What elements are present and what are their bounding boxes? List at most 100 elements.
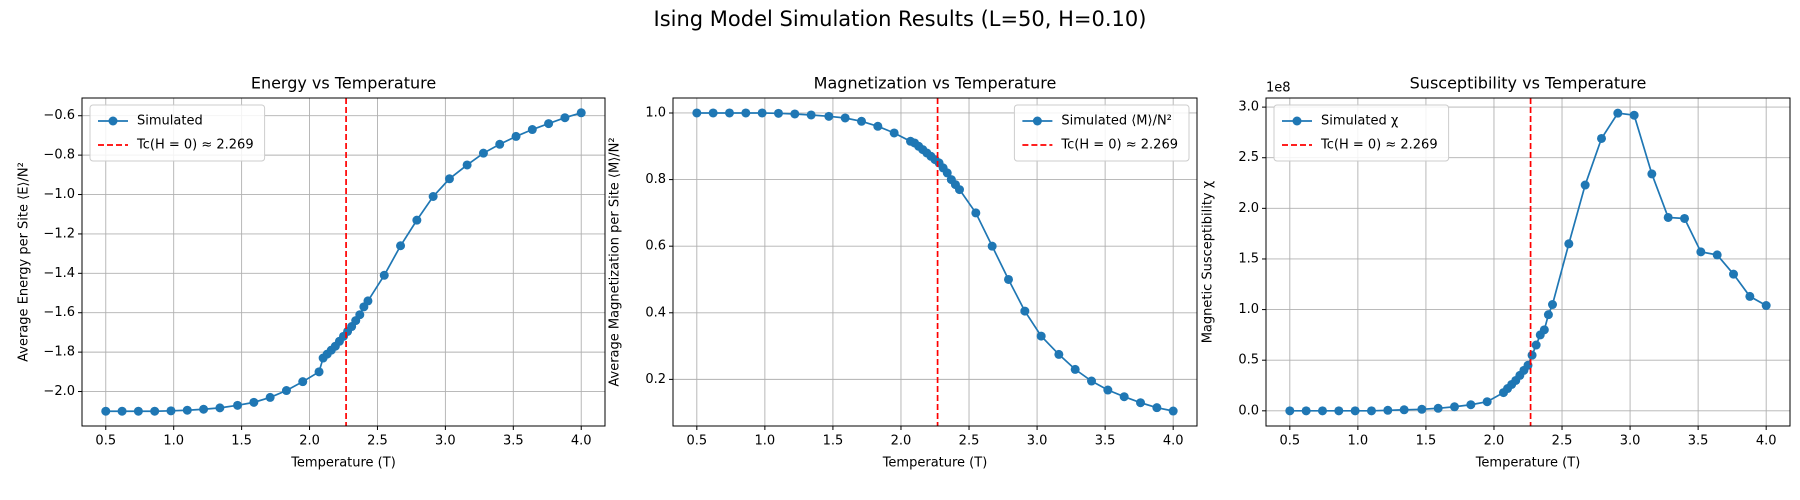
y-tick-label: 1.5 bbox=[1238, 251, 1259, 266]
y-tick-label: 2.5 bbox=[1238, 150, 1259, 165]
data-point bbox=[379, 270, 389, 280]
legend-frame bbox=[89, 104, 266, 162]
data-point bbox=[1119, 392, 1129, 402]
y-tick-label: 0.6 bbox=[645, 239, 666, 254]
data-point bbox=[724, 108, 734, 118]
legend-label: Simulated bbox=[137, 114, 203, 129]
legend: Simulated ⟨M⟩/N² Tc(H = 0) ≈ 2.269 bbox=[1013, 104, 1190, 162]
x-tick-label: 1.5 bbox=[231, 434, 252, 449]
data-point bbox=[1729, 269, 1739, 279]
x-tick-label: 4.0 bbox=[1756, 434, 1777, 449]
data-point bbox=[708, 108, 718, 118]
data-point bbox=[1547, 300, 1557, 310]
axes-title: Magnetization vs Temperature bbox=[814, 74, 1057, 93]
legend: Simulated Tc(H = 0) ≈ 2.269 bbox=[89, 104, 266, 162]
x-tick-label: 2.5 bbox=[959, 434, 980, 449]
data-point bbox=[527, 125, 537, 135]
data-point bbox=[806, 110, 816, 120]
data-point bbox=[478, 148, 488, 158]
data-point bbox=[150, 406, 160, 416]
x-tick-label: 2.5 bbox=[1552, 434, 1573, 449]
data-point bbox=[544, 119, 554, 129]
legend-label: Simulated χ bbox=[1321, 114, 1399, 129]
data-point bbox=[166, 406, 176, 416]
data-point bbox=[1613, 108, 1623, 118]
data-point bbox=[1350, 406, 1360, 416]
data-point bbox=[1629, 110, 1639, 120]
x-tick-label: 3.5 bbox=[503, 434, 524, 449]
data-point bbox=[1466, 400, 1476, 410]
x-axis-label: Temperature (T) bbox=[290, 456, 396, 471]
axes-frame bbox=[1265, 97, 1791, 427]
x-tick-label: 4.0 bbox=[1163, 434, 1184, 449]
data-point bbox=[1482, 397, 1492, 407]
legend-marker bbox=[1032, 116, 1042, 126]
data-point bbox=[1761, 301, 1771, 311]
data-point bbox=[314, 367, 324, 377]
data-point bbox=[233, 400, 243, 410]
data-point bbox=[1301, 406, 1311, 416]
data-point bbox=[1366, 406, 1376, 416]
legend-label: Tc(H = 0) ≈ 2.269 bbox=[1060, 138, 1178, 153]
y-tick-label: 1.0 bbox=[645, 105, 666, 120]
data-point bbox=[1580, 180, 1590, 190]
legend: Simulated χ Tc(H = 0) ≈ 2.269 bbox=[1273, 104, 1450, 162]
y-tick-label: −0.8 bbox=[43, 148, 75, 163]
y-axis-label: Magnetic Susceptibility χ bbox=[1201, 180, 1216, 343]
x-tick-label: 2.0 bbox=[299, 434, 320, 449]
data-point bbox=[987, 241, 997, 251]
data-point bbox=[971, 208, 981, 218]
y-axis-label: Average Energy per Site ⟨E⟩/N² bbox=[17, 162, 32, 362]
y-tick-label: 0.8 bbox=[645, 172, 666, 187]
data-point bbox=[1168, 406, 1178, 416]
data-point bbox=[428, 191, 438, 201]
x-tick-label: 4.0 bbox=[571, 434, 592, 449]
axes-frame bbox=[81, 97, 606, 427]
data-point bbox=[857, 116, 867, 126]
data-point bbox=[576, 108, 586, 118]
y-tick-label: 2.0 bbox=[1238, 201, 1259, 216]
data-point bbox=[1663, 212, 1673, 222]
data-point bbox=[265, 392, 275, 402]
axes-title: Energy vs Temperature bbox=[251, 74, 436, 93]
data-point bbox=[560, 113, 570, 123]
y-tick-label: −0.6 bbox=[43, 108, 75, 123]
data-point bbox=[1596, 133, 1606, 143]
x-tick-label: 3.0 bbox=[1620, 434, 1641, 449]
data-point bbox=[281, 386, 291, 396]
data-point bbox=[1680, 213, 1690, 223]
data-point bbox=[215, 403, 225, 413]
data-point bbox=[1103, 385, 1113, 395]
axes-frame bbox=[672, 97, 1198, 427]
data-point bbox=[1087, 376, 1097, 386]
x-tick-label: 1.0 bbox=[1348, 434, 1369, 449]
x-tick-label: 1.0 bbox=[163, 434, 184, 449]
data-point bbox=[741, 108, 751, 118]
y-tick-label: −1.6 bbox=[43, 305, 75, 320]
x-tick-label: 3.0 bbox=[1027, 434, 1048, 449]
x-tick-label: 2.0 bbox=[891, 434, 912, 449]
x-tick-label: 2.5 bbox=[367, 434, 388, 449]
y-tick-label: 0.0 bbox=[1238, 403, 1259, 418]
data-point bbox=[511, 131, 521, 141]
axes-title: Susceptibility vs Temperature bbox=[1410, 74, 1647, 93]
data-point bbox=[1433, 403, 1443, 413]
data-point bbox=[396, 241, 406, 251]
data-point bbox=[773, 108, 783, 118]
x-tick-label: 1.5 bbox=[1416, 434, 1437, 449]
y-axis-label: Average Magnetization per Site ⟨M⟩/N² bbox=[608, 137, 623, 386]
data-point bbox=[133, 406, 143, 416]
data-point bbox=[1564, 239, 1574, 249]
data-point bbox=[1417, 404, 1427, 414]
x-tick-label: 2.0 bbox=[1484, 434, 1505, 449]
data-point bbox=[1383, 405, 1393, 415]
y-tick-label: −1.4 bbox=[43, 266, 75, 281]
y-tick-label: −1.8 bbox=[43, 345, 75, 360]
data-point bbox=[117, 406, 127, 416]
data-point bbox=[1450, 402, 1460, 412]
data-point bbox=[355, 310, 365, 320]
y-tick-label: 0.5 bbox=[1238, 353, 1259, 368]
x-tick-label: 3.5 bbox=[1095, 434, 1116, 449]
data-point bbox=[757, 108, 767, 118]
data-point bbox=[1527, 350, 1537, 360]
